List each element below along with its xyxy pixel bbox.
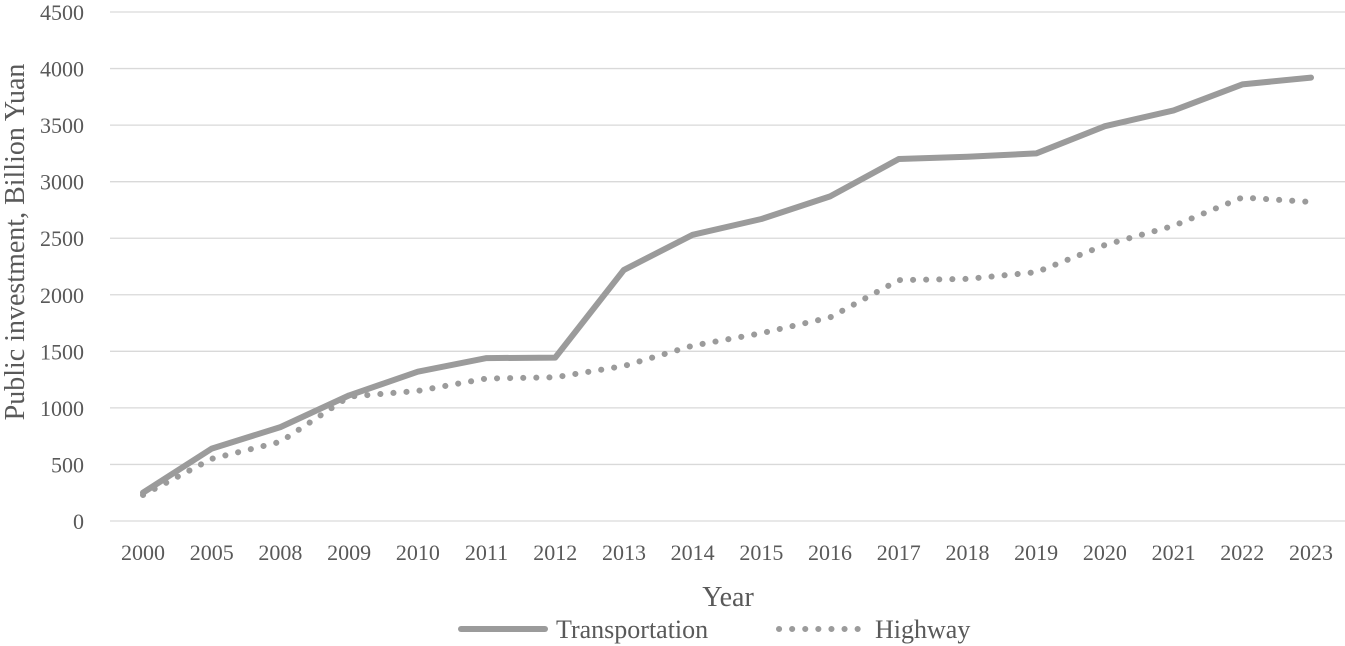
legend-label-transportation: Transportation [556, 615, 708, 644]
x-tick-label-2019: 2019 [1014, 540, 1058, 565]
y-tick-label-3000: 3000 [40, 170, 84, 195]
y-axis-title: Public investment, Billion Yuan [0, 64, 31, 421]
x-tick-label-2022: 2022 [1220, 540, 1264, 565]
data-point-highway-2021 [1173, 225, 1174, 226]
y-tick-label-3500: 3500 [40, 113, 84, 138]
y-tick-label-4000: 4000 [40, 57, 84, 82]
x-tick-label-2016: 2016 [808, 540, 852, 565]
data-point-highway-2012 [555, 377, 556, 378]
gridlines [110, 11, 1345, 522]
y-tick-label-4500: 4500 [40, 0, 84, 25]
x-tick-label-2023: 2023 [1289, 540, 1333, 565]
y-tick-label-1500: 1500 [40, 339, 84, 364]
x-tick-label-2014: 2014 [671, 540, 715, 565]
data-point-highway-2019 [1036, 272, 1037, 273]
x-tick-label-2011: 2011 [465, 540, 508, 565]
x-tick-label-2020: 2020 [1083, 540, 1127, 565]
data-point-highway-2008 [280, 441, 281, 442]
y-tick-label-0: 0 [73, 509, 84, 534]
y-tick-label-2000: 2000 [40, 283, 84, 308]
data-point-highway-2015 [761, 333, 762, 334]
series-line-transportation [140, 74, 1314, 496]
series-lines [140, 74, 1314, 498]
y-tick-label-500: 500 [51, 452, 84, 477]
data-point-highway-2023 [1311, 202, 1312, 203]
x-tick-label-2009: 2009 [327, 540, 371, 565]
legend-label-highway: Highway [875, 615, 970, 644]
x-tick-label-2005: 2005 [190, 540, 234, 565]
x-tick-label-2012: 2012 [533, 540, 577, 565]
x-tick-label-2017: 2017 [877, 540, 921, 565]
series-line-highway [140, 194, 1314, 498]
x-tick-label-2010: 2010 [396, 540, 440, 565]
x-tick-label-2000: 2000 [121, 540, 165, 565]
y-tick-labels: 0 500 1000 1500 2000 2500 3000 3500 4000 4500 [40, 0, 84, 534]
x-tick-label-2008: 2008 [258, 540, 302, 565]
legend: Transportation Highway [458, 615, 970, 644]
x-tick-label-2018: 2018 [945, 540, 989, 565]
y-tick-label-2500: 2500 [40, 226, 84, 251]
x-tick-label-2021: 2021 [1152, 540, 1196, 565]
x-tick-labels: 2000 2005 2008 2009 2010 2011 2012 2013 2014 2015… [121, 540, 1333, 565]
x-tick-label-2015: 2015 [739, 540, 783, 565]
y-tick-label-1000: 1000 [40, 396, 84, 421]
x-tick-label-2013: 2013 [602, 540, 646, 565]
x-axis-title: Year [702, 582, 754, 613]
